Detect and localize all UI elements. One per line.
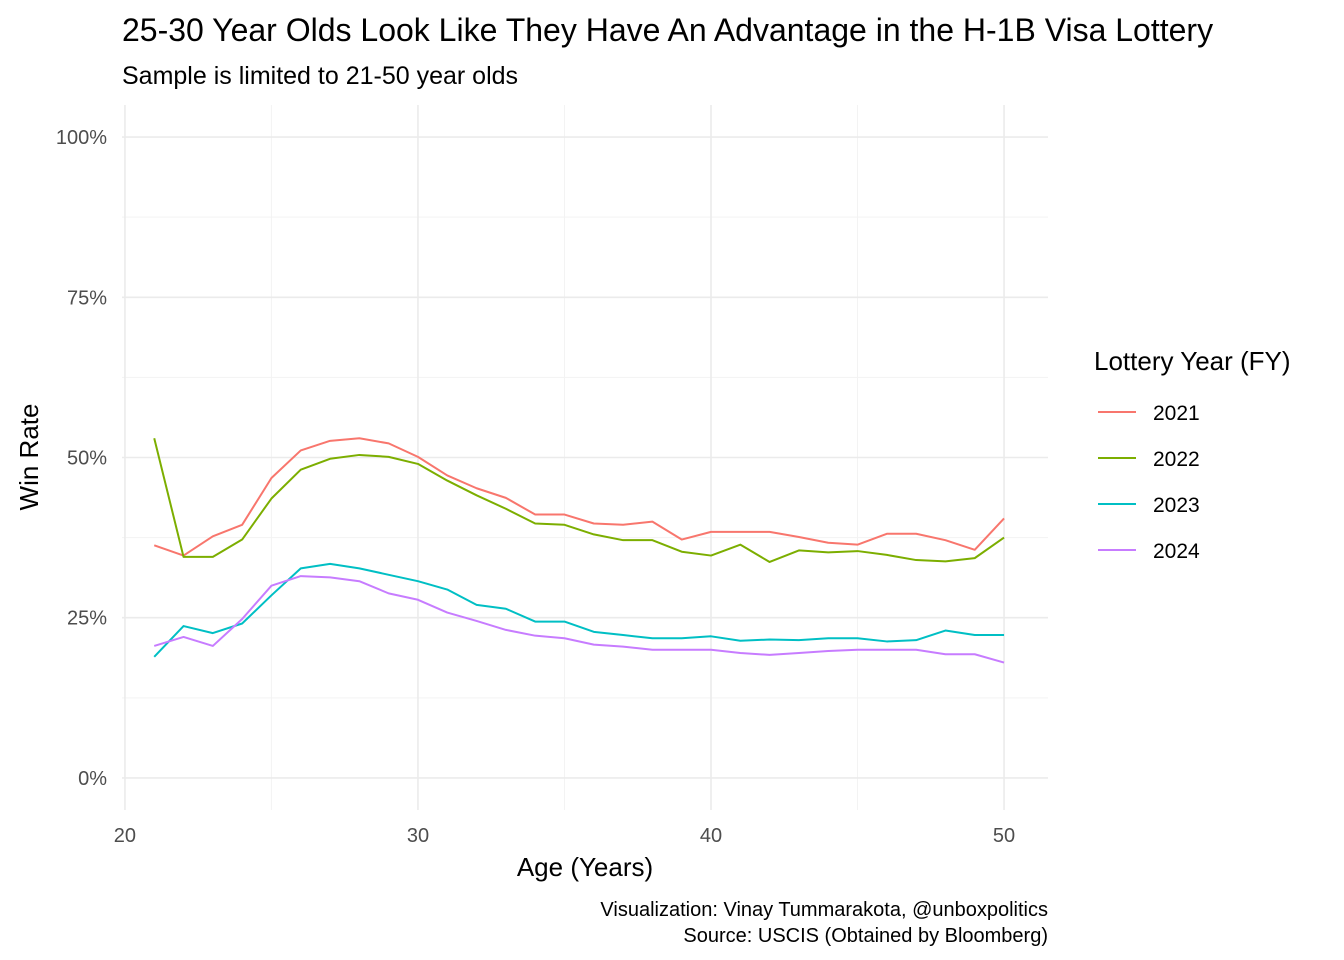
legend-label-2021: 2021 [1153,402,1200,425]
chart-subtitle: Sample is limited to 21-50 year olds [122,62,518,90]
y-axis-title: Win Rate [14,404,44,511]
y-tick-label: 75% [67,287,107,309]
x-tick-label: 20 [114,825,136,847]
series-line-2021 [153,437,1005,557]
grid [122,105,1048,810]
x-axis-tick-labels: 20 30 40 50 [114,825,1015,847]
caption-line: Visualization: Vinay Tummarakota, @unbox… [600,899,1048,921]
y-tick-label: 0% [78,768,107,790]
y-tick-label: 100% [56,127,107,149]
legend-items: 2021 2022 2023 2024 [1098,402,1200,563]
legend-label-2024: 2024 [1153,540,1200,563]
x-axis-title: Age (Years) [517,852,653,882]
legend-label-2022: 2022 [1153,448,1200,471]
legend: Lottery Year (FY) 2021 2022 2023 2024 [1094,346,1291,563]
legend-title: Lottery Year (FY) [1094,346,1291,376]
chart-title: 25-30 Year Olds Look Like They Have An A… [122,12,1213,48]
x-tick-label: 40 [700,825,722,847]
series-line-2022 [153,438,1005,563]
caption-line: Source: USCIS (Obtained by Bloomberg) [683,925,1048,947]
legend-label-2023: 2023 [1153,494,1200,517]
x-tick-label: 50 [993,825,1015,847]
x-tick-label: 30 [407,825,429,847]
series-line-2024 [153,575,1005,664]
y-tick-label: 50% [67,448,107,470]
series-line-2023 [153,562,1005,658]
series-lines [153,437,1005,664]
y-tick-label: 25% [67,608,107,630]
y-axis-tick-labels: 0% 25% 50% 75% 100% [56,127,107,790]
caption: Visualization: Vinay Tummarakota, @unbox… [600,899,1048,947]
